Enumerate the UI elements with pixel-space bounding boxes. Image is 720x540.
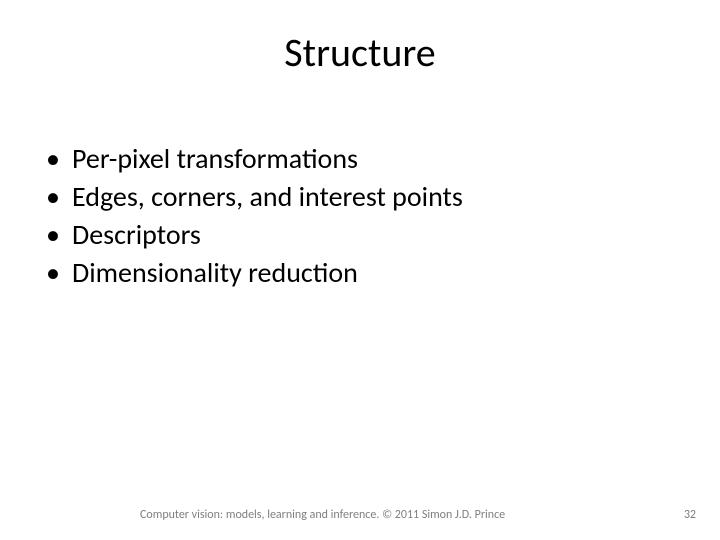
bullet-item: Edges, corners, and interest points [72, 178, 463, 216]
bullet-item: Descriptors [72, 216, 463, 254]
slide-title: Structure [0, 28, 720, 77]
page-number: 32 [684, 508, 696, 522]
slide: Structure Per-pixel transformations Edge… [0, 0, 720, 540]
bullet-item: Dimensionality reduction [72, 254, 463, 292]
footer-attribution: Computer vision: models, learning and in… [140, 508, 505, 522]
bullet-item: Per-pixel transformations [72, 140, 463, 178]
bullet-list: Per-pixel transformations Edges, corners… [72, 140, 463, 292]
